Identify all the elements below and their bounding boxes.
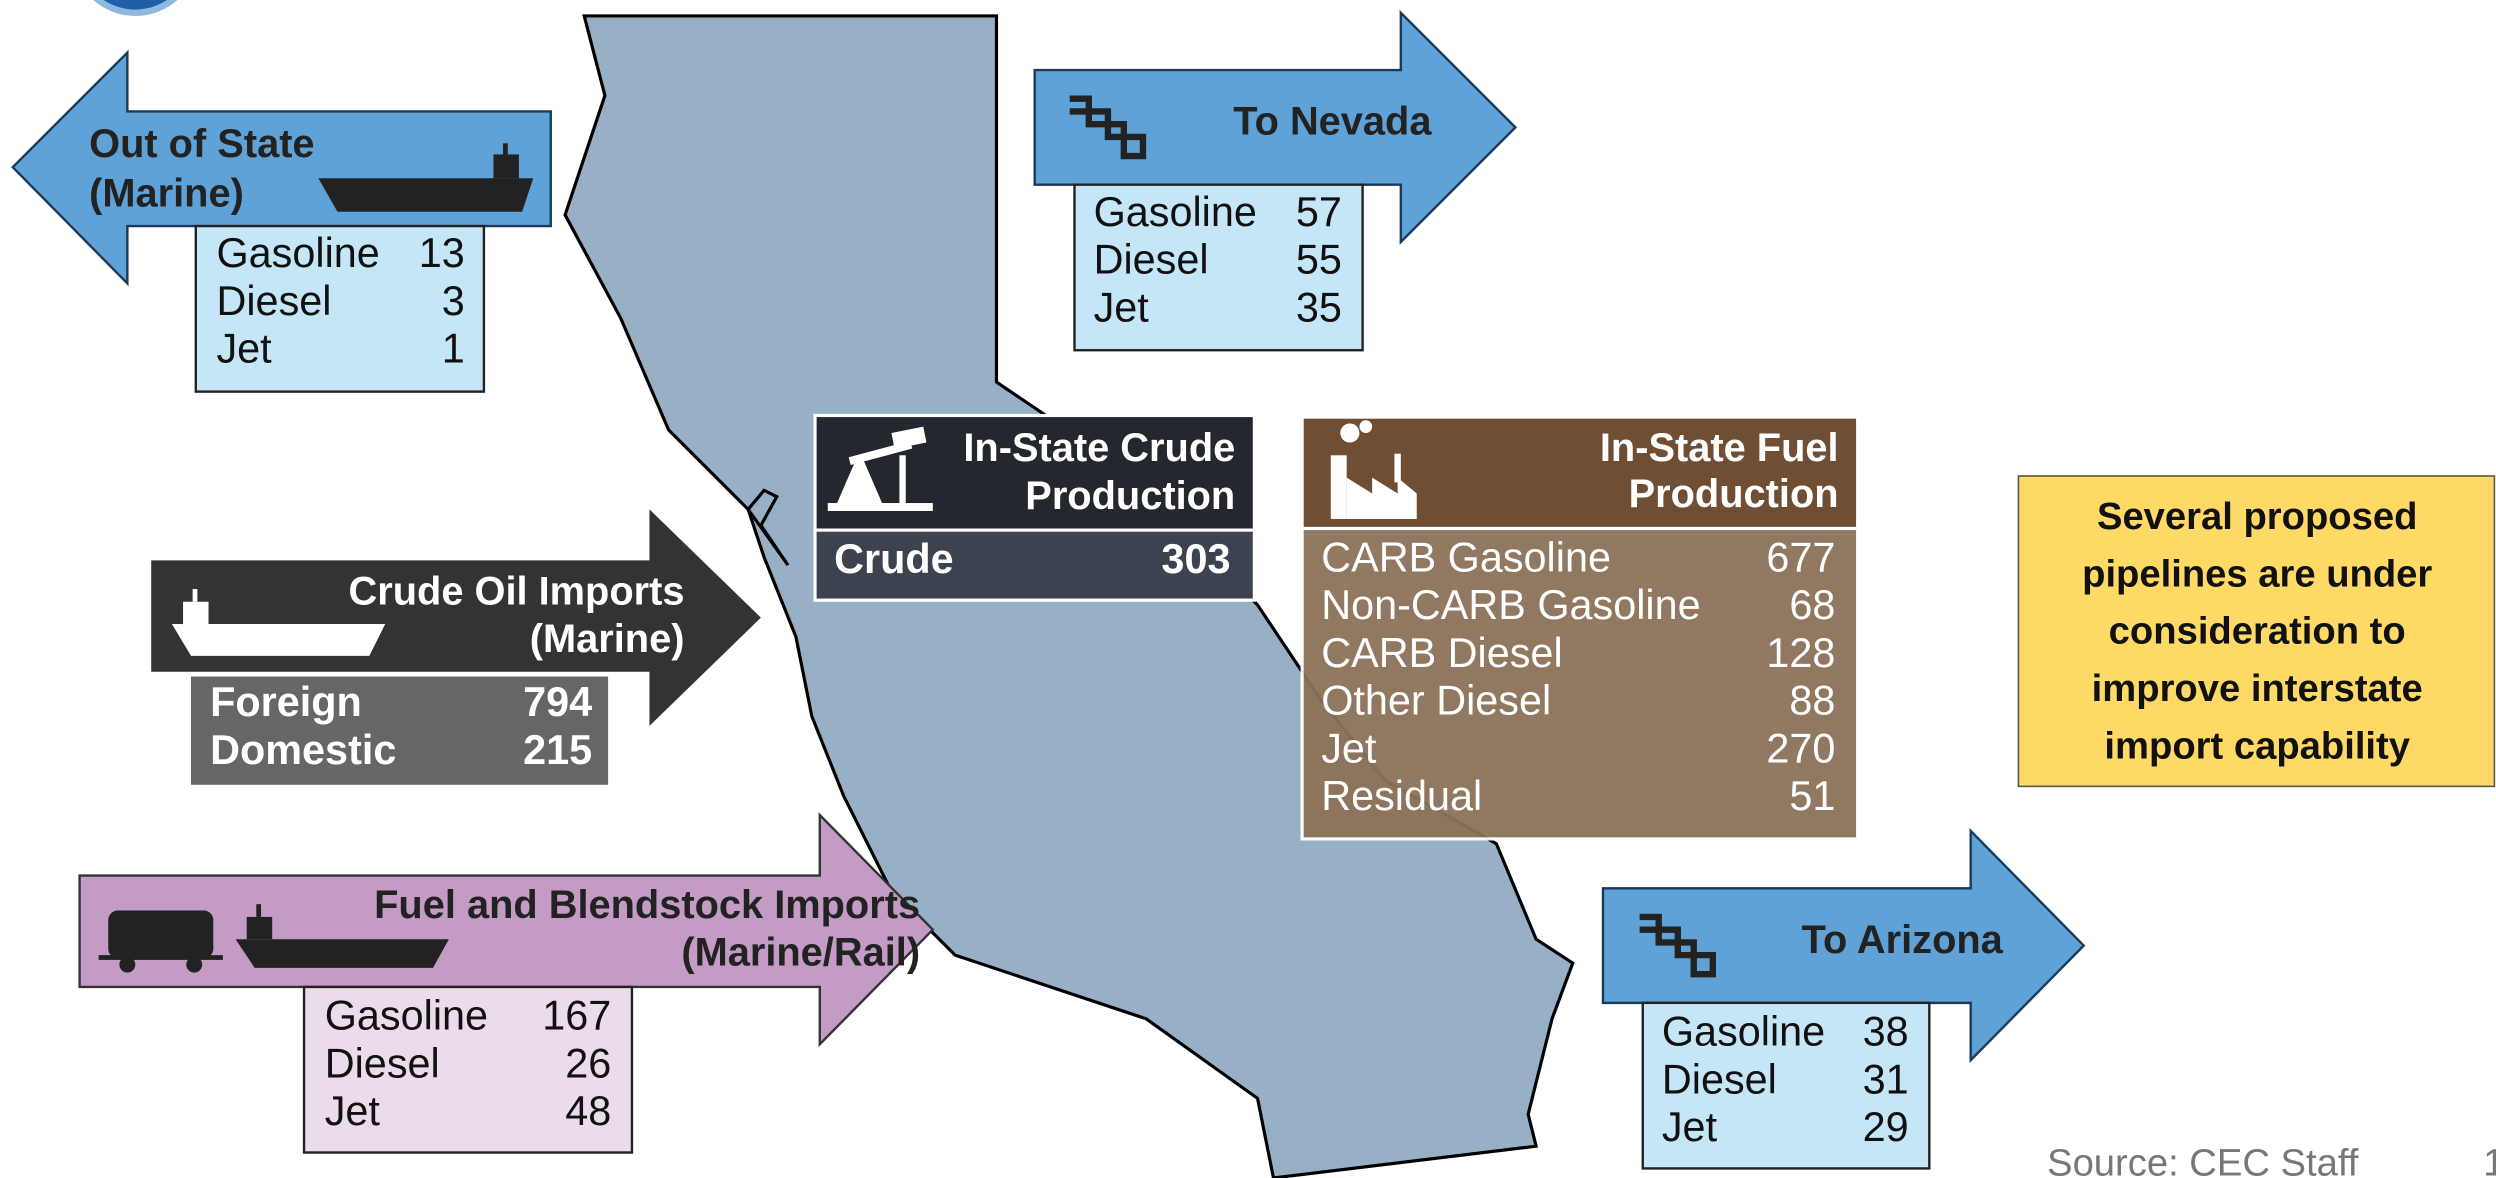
logo (93, 0, 178, 16)
row-value: 31 (1863, 1056, 1909, 1102)
box (194, 224, 486, 393)
row-label: Gasoline (216, 230, 379, 276)
ship-icon (171, 589, 386, 656)
source: Source: CEC Staff (2047, 1141, 2359, 1178)
pipe-icon (1069, 95, 1716, 978)
box (813, 528, 1256, 602)
note-line: consideration to (2109, 610, 2406, 653)
row-label: Diesel (1094, 237, 1209, 283)
row-label: Jet (1321, 725, 1377, 771)
row-value: 26 (565, 1040, 611, 1086)
row-value: 167 (542, 993, 611, 1039)
note-box (2017, 475, 2496, 788)
box (191, 676, 609, 785)
ship-icon (318, 143, 534, 212)
row-label: Jet (216, 326, 272, 372)
arrow-fuel-imports (78, 812, 935, 1048)
row-value: 55 (1296, 237, 1342, 283)
row-label: Other Diesel (1321, 678, 1551, 724)
box (1641, 1001, 1931, 1170)
box (302, 985, 634, 1154)
arrow-crude-imports (151, 509, 761, 726)
row-label: Non-CARB Gasoline (1321, 582, 1700, 628)
row-value: 68 (1789, 582, 1835, 628)
row-label: Diesel (1662, 1056, 1777, 1102)
row-label: Jet (1094, 284, 1150, 330)
row-label: Foreign (210, 679, 362, 725)
row-label: Jet (325, 1088, 381, 1134)
row-label: CARB Diesel (1321, 630, 1562, 676)
panel-title: Production (1025, 474, 1235, 518)
panel-title: (Marine/Rail) (681, 931, 920, 975)
row-value: 3 (442, 278, 465, 324)
note-line: pipelines are under (2082, 552, 2432, 595)
panel-title: Out of State (89, 122, 314, 166)
row-value: 128 (1766, 630, 1835, 676)
row-value: 794 (523, 679, 592, 725)
ship-icon (235, 904, 449, 968)
panel-title: Fuel and Blendstock Imports (374, 883, 920, 927)
row-value: 215 (523, 727, 592, 773)
box (1073, 183, 1364, 352)
panel-title: Crude Oil Imports (349, 569, 685, 613)
panel-title: (Marine) (530, 617, 685, 661)
row-value: 57 (1296, 189, 1342, 235)
pumpjack-icon (827, 426, 933, 511)
row-label: Diesel (216, 278, 331, 324)
box (1300, 526, 1860, 841)
row-label: Gasoline (1094, 189, 1257, 235)
row-value: 88 (1789, 678, 1835, 724)
panel-title: Production (1629, 472, 1839, 516)
row-value: 303 (1161, 536, 1230, 582)
row-label: Diesel (325, 1040, 440, 1086)
panel-title: (Marine) (89, 171, 244, 215)
row-label: CARB Gasoline (1321, 534, 1611, 580)
railcar-icon (98, 910, 223, 973)
row-label: Gasoline (1662, 1009, 1825, 1055)
factory-icon (1330, 420, 1417, 519)
row-label: Gasoline (325, 993, 488, 1039)
row-value: 51 (1789, 773, 1835, 819)
row-value: 13 (419, 230, 465, 276)
note-line: import capability (2104, 724, 2410, 767)
row-value: 48 (565, 1088, 611, 1134)
panel-title: In-State Fuel (1600, 426, 1839, 470)
row-value: 677 (1766, 534, 1835, 580)
row-value: 29 (1863, 1104, 1909, 1150)
row-label: Residual (1321, 773, 1482, 819)
panel-title: In-State Crude (963, 426, 1235, 470)
note-line: improve interstate (2092, 667, 2423, 710)
row-label: Crude (834, 536, 954, 582)
row-value: 35 (1296, 284, 1342, 330)
row-value: 38 (1863, 1009, 1909, 1055)
row-label: Domestic (210, 727, 396, 773)
row-label: Jet (1662, 1104, 1718, 1150)
panel-title: To Arizona (1802, 918, 2004, 962)
note-line: Several proposed (2097, 495, 2417, 538)
panel-title: To Nevada (1233, 100, 1432, 144)
row-value: 270 (1766, 725, 1835, 771)
page-number: 1 (2483, 1141, 2496, 1178)
row-value: 1 (442, 326, 465, 372)
